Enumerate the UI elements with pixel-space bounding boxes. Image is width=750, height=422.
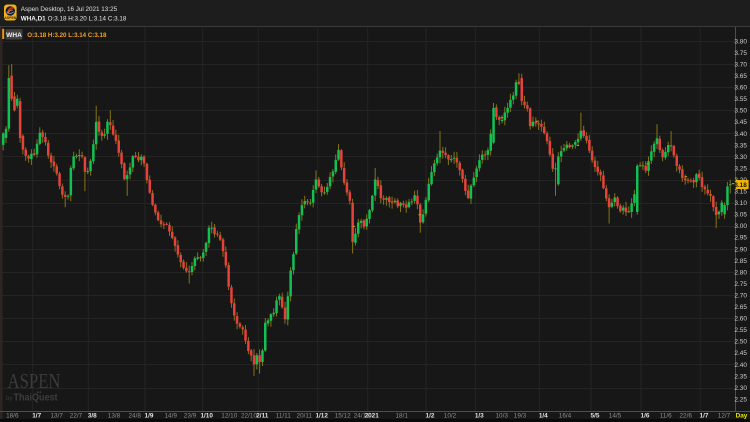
svg-text:3.25: 3.25 — [734, 165, 747, 172]
svg-text:1/12: 1/12 — [315, 413, 328, 420]
svg-text:ASPEN: ASPEN — [4, 16, 17, 20]
svg-text:23/9: 23/9 — [184, 413, 197, 420]
svg-text:2.80: 2.80 — [734, 269, 747, 276]
svg-text:1/4: 1/4 — [539, 413, 548, 420]
svg-text:11/11: 11/11 — [276, 413, 291, 420]
svg-text:3.35: 3.35 — [734, 142, 747, 149]
svg-text:3.80: 3.80 — [734, 38, 747, 45]
svg-text:2/11: 2/11 — [256, 413, 269, 420]
svg-text:3/8: 3/8 — [88, 413, 97, 420]
svg-text:1/10: 1/10 — [200, 413, 213, 420]
svg-text:Day: Day — [736, 413, 748, 420]
svg-text:3.45: 3.45 — [734, 119, 747, 126]
svg-text:2.85: 2.85 — [734, 258, 747, 265]
svg-text:Aspen Desktop, 16 Jul 2021 13:: Aspen Desktop, 16 Jul 2021 13:25 — [21, 6, 118, 13]
svg-text:12/10: 12/10 — [221, 413, 237, 420]
svg-text:13/8: 13/8 — [108, 413, 121, 420]
svg-text:13/7: 13/7 — [50, 413, 63, 420]
svg-text:3.55: 3.55 — [734, 96, 747, 103]
svg-text:ThaiQuest: ThaiQuest — [14, 392, 58, 404]
svg-text:3.50: 3.50 — [734, 108, 747, 115]
svg-text:1/2: 1/2 — [426, 413, 435, 420]
svg-text:22/10: 22/10 — [241, 413, 257, 420]
svg-text:2.55: 2.55 — [734, 327, 747, 334]
svg-text:1/7: 1/7 — [32, 413, 41, 420]
svg-text:3.75: 3.75 — [734, 50, 747, 57]
svg-text:2.40: 2.40 — [734, 362, 747, 369]
svg-text:3.05: 3.05 — [734, 212, 747, 219]
svg-text:18/1: 18/1 — [395, 413, 408, 420]
svg-text:15/12: 15/12 — [335, 413, 351, 420]
svg-text:3.70: 3.70 — [734, 62, 747, 69]
svg-text:16/4: 16/4 — [559, 413, 572, 420]
svg-text:11/6: 11/6 — [660, 413, 672, 420]
svg-text:12/7: 12/7 — [718, 413, 731, 420]
svg-text:2.35: 2.35 — [734, 373, 747, 380]
svg-text:2.30: 2.30 — [734, 385, 747, 392]
svg-text:2.50: 2.50 — [734, 339, 747, 346]
svg-text:2.95: 2.95 — [734, 235, 747, 242]
svg-text:3.00: 3.00 — [734, 223, 747, 230]
svg-text:O:3.18 H:3.20 L:3.14 C:3.18: O:3.18 H:3.20 L:3.14 C:3.18 — [48, 15, 127, 22]
svg-text:by: by — [6, 396, 12, 402]
svg-text:3.30: 3.30 — [734, 154, 747, 161]
svg-text:3.40: 3.40 — [734, 131, 747, 138]
svg-text:24/8: 24/8 — [128, 413, 141, 420]
svg-text:3.65: 3.65 — [734, 73, 747, 80]
svg-text:1/3: 1/3 — [475, 413, 484, 420]
svg-text:2.90: 2.90 — [734, 246, 747, 253]
svg-text:5/5: 5/5 — [591, 413, 600, 420]
svg-text:2.70: 2.70 — [734, 293, 747, 300]
svg-text:1/6: 1/6 — [641, 413, 650, 420]
svg-text:20/11: 20/11 — [297, 413, 313, 420]
svg-text:3.60: 3.60 — [734, 85, 747, 92]
svg-text:1/7: 1/7 — [700, 413, 709, 420]
svg-text:19/3: 19/3 — [514, 413, 527, 420]
svg-text:2.25: 2.25 — [734, 396, 747, 403]
svg-text:3.15: 3.15 — [734, 189, 747, 196]
svg-text:10/2: 10/2 — [444, 413, 457, 420]
svg-text:18/6: 18/6 — [6, 413, 19, 420]
svg-text:3.10: 3.10 — [734, 200, 747, 207]
svg-text:ASPEN: ASPEN — [8, 369, 61, 393]
svg-text:O:3.18 H:3.20 L:3.14 C:3.18: O:3.18 H:3.20 L:3.14 C:3.18 — [27, 32, 107, 39]
svg-text:10/3: 10/3 — [495, 413, 508, 420]
svg-text:24/12: 24/12 — [354, 413, 370, 420]
svg-text:1/9: 1/9 — [145, 413, 154, 420]
svg-text:2021: 2021 — [365, 413, 380, 420]
svg-text:22/6: 22/6 — [679, 413, 692, 420]
svg-text:14/5: 14/5 — [609, 413, 622, 420]
svg-text:2.45: 2.45 — [734, 350, 747, 357]
svg-text:WHA: WHA — [6, 32, 22, 39]
svg-text:14/9: 14/9 — [164, 413, 177, 420]
svg-text:22/7: 22/7 — [70, 413, 83, 420]
svg-text:2.75: 2.75 — [734, 281, 747, 288]
svg-text:2.65: 2.65 — [734, 304, 747, 311]
svg-text:2.60: 2.60 — [734, 316, 747, 323]
svg-text:3.18: 3.18 — [734, 182, 747, 189]
svg-text:WHA,D1: WHA,D1 — [21, 15, 46, 22]
